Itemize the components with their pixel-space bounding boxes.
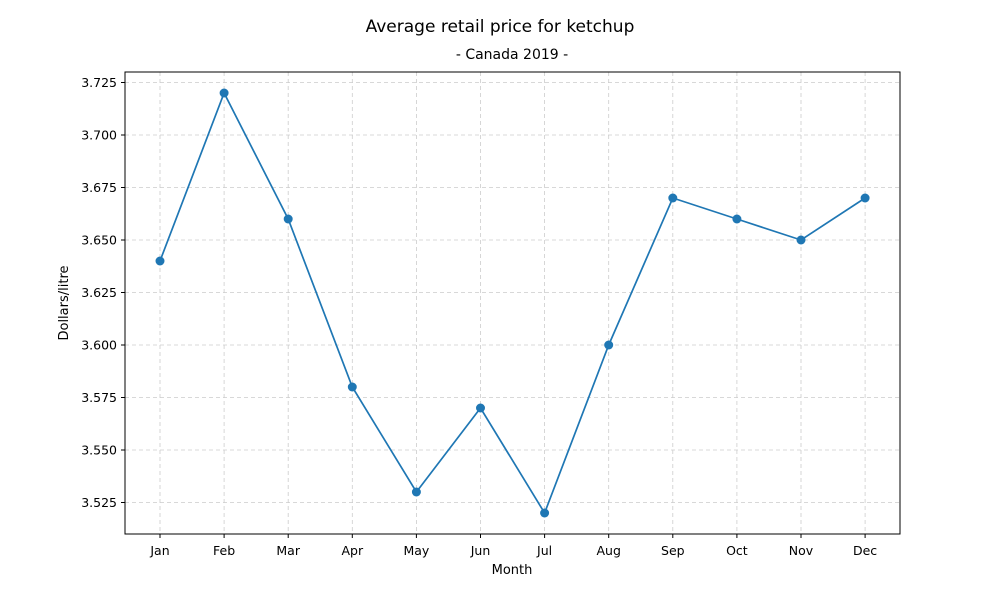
plot-frame <box>124 71 901 535</box>
x-tick-label: Feb <box>213 543 235 558</box>
axis-ticks: 3.525 3.550 3.575 3.600 3.625 3.650 3.675 3.700… <box>81 75 877 558</box>
x-tick-label: May <box>403 543 429 558</box>
chart-subtitle: - Canada 2019 - <box>456 47 568 63</box>
data-point <box>860 193 870 203</box>
x-tick-label: Sep <box>661 543 685 558</box>
x-tick-label: Aug <box>596 543 620 558</box>
y-tick-label: 3.525 <box>81 495 117 510</box>
y-tick-label: 3.600 <box>81 338 117 353</box>
x-axis-label: Month <box>492 563 533 578</box>
y-tick-label: 3.650 <box>81 233 117 248</box>
data-point <box>347 382 357 392</box>
data-point <box>540 508 550 518</box>
y-tick-label: 3.700 <box>81 128 117 143</box>
data-point <box>476 403 485 413</box>
data-point <box>219 88 229 98</box>
data-point <box>411 487 421 497</box>
series-layer <box>155 88 870 518</box>
data-point <box>155 256 165 266</box>
data-point <box>668 193 678 203</box>
x-tick-label: Jan <box>149 543 169 558</box>
x-tick-label: Oct <box>726 543 748 558</box>
series-line <box>159 90 866 515</box>
y-tick-label: 3.625 <box>81 285 117 300</box>
y-tick-label: 3.675 <box>81 180 117 195</box>
data-point <box>283 214 293 224</box>
data-point <box>732 214 742 224</box>
x-tick-label: Jun <box>470 543 491 558</box>
y-tick-label: 3.725 <box>81 75 117 90</box>
y-tick-label: 3.575 <box>81 390 117 405</box>
y-tick-label: 3.550 <box>81 443 117 458</box>
x-tick-label: Apr <box>341 543 363 558</box>
x-tick-label: Jul <box>536 543 552 558</box>
chart-title: Average retail price for ketchup <box>366 17 635 37</box>
x-tick-label: Mar <box>276 543 300 558</box>
grid-lines <box>125 72 900 534</box>
y-axis-label: Dollars/litre <box>57 265 72 340</box>
data-point <box>796 235 806 245</box>
x-tick-label: Nov <box>789 543 814 558</box>
x-tick-label: Dec <box>853 543 877 558</box>
data-point <box>604 340 614 350</box>
